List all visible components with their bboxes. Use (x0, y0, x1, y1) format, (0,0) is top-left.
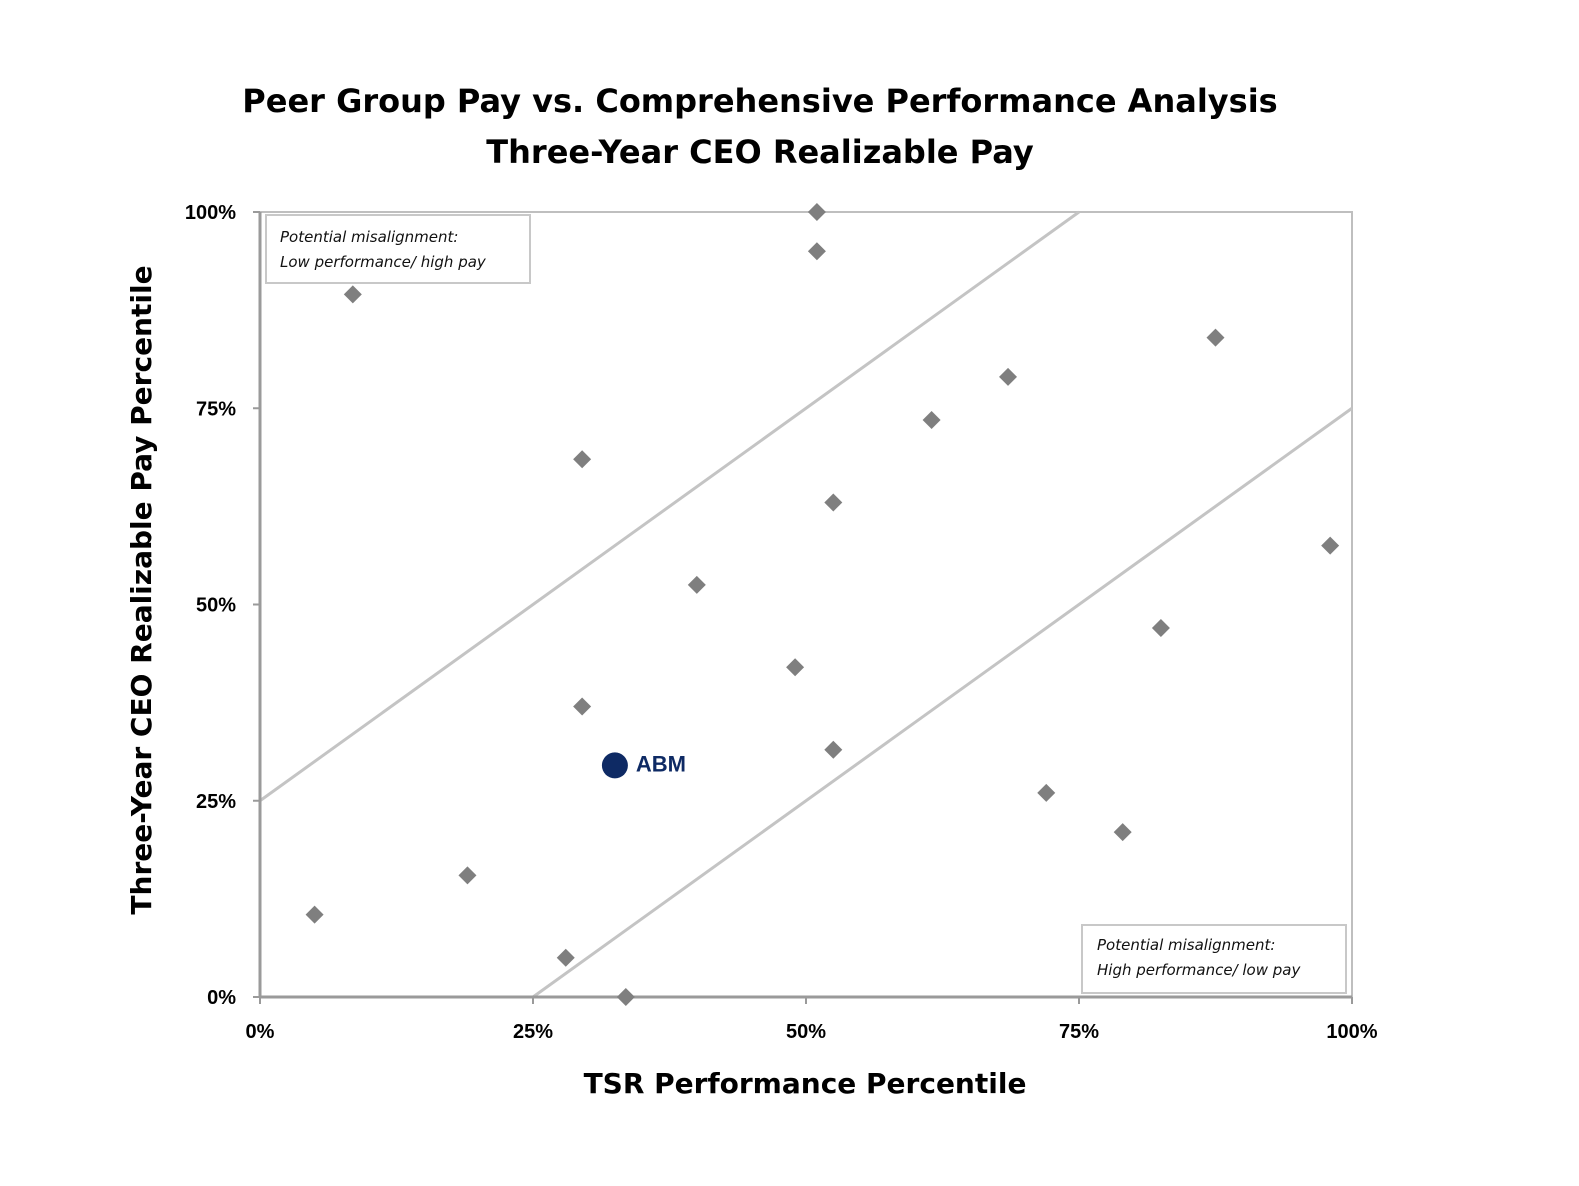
abm-label: ABM (636, 751, 686, 776)
data-point-peer (616, 988, 635, 1006)
data-point-peer (1321, 536, 1340, 555)
x-tick-label: 75% (1059, 1021, 1099, 1043)
data-point-peer (824, 740, 843, 759)
chart-title: Peer Group Pay vs. Comprehensive Perform… (242, 82, 1277, 120)
data-point-peer (573, 450, 592, 469)
data-point-peer (343, 285, 362, 304)
annotation-line: High performance/ low pay (1097, 961, 1301, 979)
data-point-peer (1113, 823, 1132, 842)
data-point-peer (807, 242, 826, 261)
data-point-peer (999, 367, 1018, 386)
annotation-line: Low performance/ high pay (280, 253, 487, 271)
x-tick-label: 100% (1326, 1021, 1377, 1043)
data-point-peer (458, 866, 477, 885)
plot-frame (259, 211, 1353, 998)
data-point-peer (922, 411, 941, 430)
annotation-low-performance-high-pay: Potential misalignment: Low performance/… (265, 214, 531, 284)
data-point-peer (556, 948, 575, 967)
x-tick-labels: 0% 25% 50% 75% 100% (246, 1021, 1378, 1043)
annotation-high-performance-low-pay: Potential misalignment: High performance… (1081, 924, 1347, 994)
data-point-abm (601, 752, 628, 779)
reference-lines (259, 210, 1353, 999)
data-point-peer (786, 658, 805, 677)
annotation-line: Potential misalignment: (1097, 936, 1275, 954)
data-points: ABM (305, 203, 1340, 1006)
data-point-peer (807, 203, 826, 221)
x-tick-label: 50% (786, 1021, 826, 1043)
data-point-peer (573, 697, 592, 716)
data-point-peer (824, 493, 843, 512)
data-point-peer (1206, 328, 1225, 347)
x-tick-label: 25% (513, 1021, 553, 1043)
y-tick-label: 25% (196, 791, 236, 813)
data-point-peer (305, 905, 324, 924)
y-tick-label: 0% (207, 987, 236, 1009)
y-tick-label: 50% (196, 595, 236, 617)
y-tick-label: 100% (185, 202, 236, 224)
y-tick-label: 75% (196, 398, 236, 420)
axes (253, 211, 1353, 1004)
x-tick-label: 0% (246, 1021, 275, 1043)
annotation-line: Potential misalignment: (280, 228, 458, 246)
reference-line-lower-band (532, 407, 1353, 999)
x-axis-title: TSR Performance Percentile (584, 1067, 1027, 1100)
reference-line-upper-band (259, 210, 1080, 802)
data-point-peer (1037, 783, 1056, 802)
y-tick-labels: 0% 25% 50% 75% 100% (185, 202, 236, 1009)
y-axis-title: Three-Year CEO Realizable Pay Percentile (125, 265, 158, 914)
data-point-peer (687, 575, 706, 594)
chart-subtitle: Three-Year CEO Realizable Pay (486, 133, 1034, 171)
data-point-peer (1151, 619, 1170, 638)
